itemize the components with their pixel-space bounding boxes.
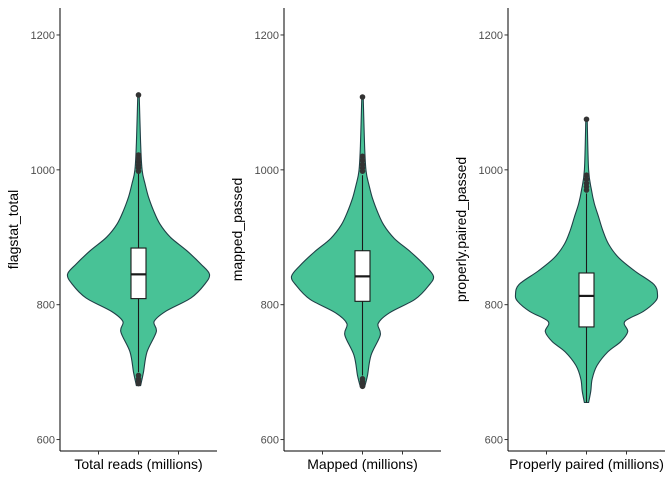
- outlier-point: [359, 94, 366, 100]
- y-tick-label: 800: [485, 300, 503, 312]
- outlier-point: [583, 176, 590, 183]
- panel-3: 600 800 1000 1200 Properly paired (millions)…: [453, 8, 665, 472]
- outlier-point: [135, 92, 142, 98]
- y-tick-label: 800: [261, 300, 279, 312]
- panel-2: 600 800 1000 1200 Mapped (millions) mapped_pa…: [229, 8, 441, 472]
- y-tick-label: 1200: [31, 30, 55, 42]
- outlier-point: [583, 172, 590, 179]
- y-tick-label: 1000: [31, 165, 55, 177]
- outlier-point: [135, 168, 142, 174]
- y-axis-title: mapped_passed: [229, 178, 245, 282]
- y-tick-label: 600: [37, 435, 55, 447]
- outlier-point: [583, 187, 590, 193]
- outlier-point: [359, 153, 366, 160]
- y-tick-label: 1200: [255, 30, 279, 42]
- y-tick-label: 600: [261, 435, 279, 447]
- x-axis-title: Mapped (millions): [307, 456, 417, 472]
- y-tick-label: 800: [37, 300, 55, 312]
- y-tick-label: 1000: [479, 165, 503, 177]
- outlier-point: [135, 380, 142, 387]
- y-axis-title: flagstat_total: [5, 190, 21, 269]
- y-tick-label: 1200: [479, 30, 503, 42]
- x-axis-title: Total reads (millions): [74, 456, 202, 472]
- outlier-point: [359, 168, 366, 174]
- x-axis-title: Properly paired (millions): [509, 456, 664, 472]
- outlier-point: [583, 116, 590, 123]
- panel-1: 600 800 1000 1200 Total reads (millions) flag…: [5, 8, 217, 472]
- outlier-point: [359, 157, 366, 164]
- y-axis-title: properly.paired_passed: [453, 157, 469, 302]
- y-tick-label: 1000: [255, 165, 279, 177]
- outlier-point: [359, 383, 366, 390]
- y-tick-label: 600: [485, 435, 503, 447]
- iqr-box: [578, 272, 595, 328]
